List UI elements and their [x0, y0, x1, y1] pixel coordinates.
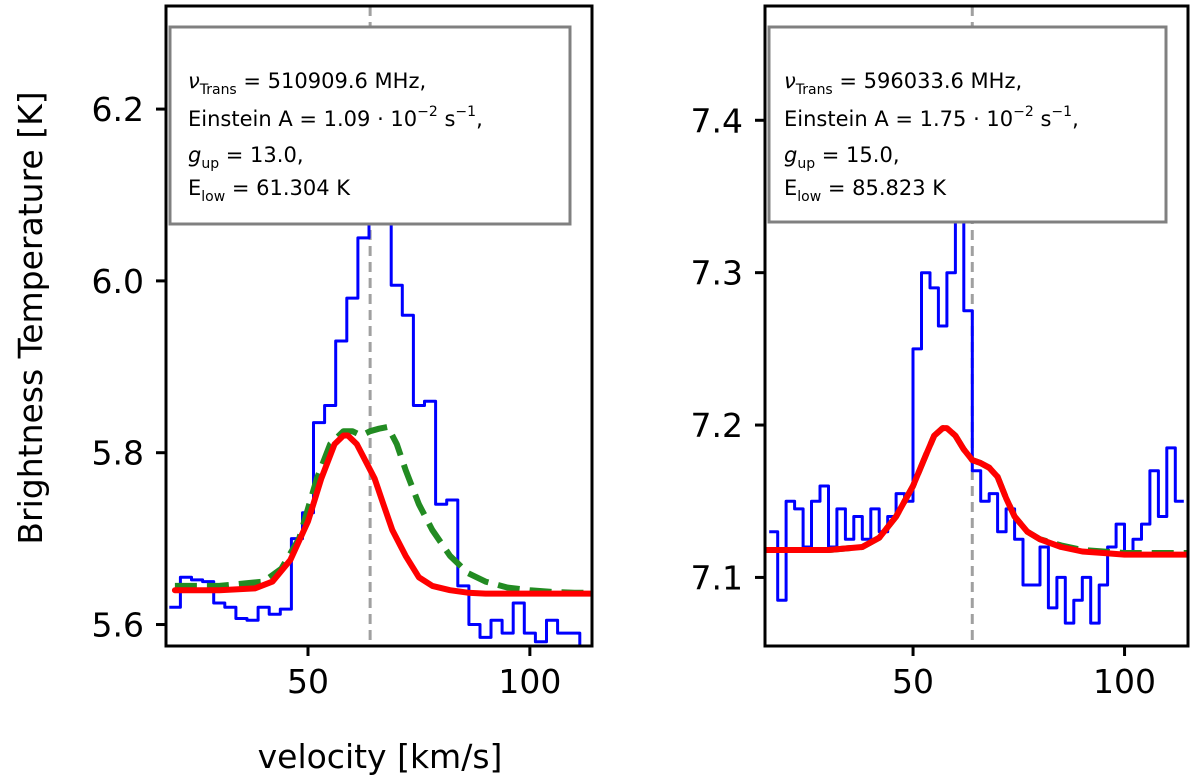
- spectrum-panel-left: 50 100 5.6 5.8 6.0 6.2 νTrans = 510909.6 MHz,…: [92, 4, 594, 701]
- y-tick-label: 5.6: [92, 606, 144, 645]
- annotation-frequency: νTrans = 596033.6 MHz,: [784, 69, 1022, 98]
- annotation-einstein-a: Einstein A = 1.75 · 10−2 s−1,: [784, 104, 1079, 131]
- g-up-value: = 13.0,: [219, 143, 303, 167]
- unit-exponent: −1: [1051, 104, 1072, 120]
- series-model-b: [171, 432, 592, 597]
- e-low-value: = 85.823 K: [821, 176, 947, 200]
- nu-symbol: ν: [188, 69, 200, 93]
- x-tick-label: 50: [892, 662, 934, 701]
- x-tick-label: 50: [287, 662, 329, 701]
- transition-info-box: νTrans = 510909.6 MHz, Einstein A = 1.09…: [168, 25, 572, 226]
- y-tick-label: 7.3: [691, 254, 743, 293]
- x-tick-label: 100: [1093, 662, 1156, 701]
- unit: s: [438, 107, 456, 131]
- series-observed: [769, 217, 1184, 625]
- series-observed: [169, 197, 582, 646]
- low-subscript: low: [201, 189, 225, 205]
- unit-exponent: −1: [455, 104, 476, 120]
- trans-subscript: Trans: [199, 82, 237, 98]
- g-symbol: g: [188, 143, 201, 167]
- y-tick-label: 7.2: [691, 406, 743, 445]
- nu-symbol: ν: [784, 69, 796, 93]
- y-axis-label: Brightness Temperature [K]: [11, 91, 50, 544]
- annotation-frame: [767, 25, 1168, 224]
- g-symbol: g: [784, 143, 797, 167]
- e-symbol: E: [188, 176, 201, 200]
- annotation-g-up: gup = 15.0,: [784, 143, 900, 172]
- exponent: −2: [1013, 104, 1034, 120]
- e-symbol: E: [784, 176, 797, 200]
- up-subscript: up: [797, 156, 815, 172]
- axes-frame: [164, 4, 594, 648]
- up-subscript: up: [201, 156, 219, 172]
- y-tick-label: 7.4: [691, 101, 743, 140]
- x-axis-label: velocity [km/s]: [258, 737, 503, 776]
- annotation-frequency: νTrans = 510909.6 MHz,: [188, 69, 426, 98]
- einstein-a-value: Einstein A = 1.09 · 10: [188, 107, 417, 131]
- comma: ,: [1072, 107, 1079, 131]
- unit: s: [1034, 107, 1052, 131]
- exponent: −2: [417, 104, 438, 120]
- e-low-value: = 61.304 K: [225, 176, 351, 200]
- annotation-g-up: gup = 13.0,: [188, 143, 304, 172]
- annotation-e-low: Elow = 61.304 K: [188, 176, 351, 205]
- low-subscript: low: [797, 189, 821, 205]
- transition-info-box: νTrans = 596033.6 MHz, Einstein A = 1.75…: [767, 25, 1168, 224]
- einstein-a-value: Einstein A = 1.75 · 10: [784, 107, 1013, 131]
- comma: ,: [476, 107, 483, 131]
- annotation-frame: [168, 25, 572, 226]
- y-tick-label: 6.2: [92, 90, 144, 129]
- frequency-value: = 510909.6 MHz,: [237, 69, 426, 93]
- series-model-b: [765, 425, 1188, 558]
- y-tick-label: 7.1: [691, 558, 743, 597]
- y-tick-label: 6.0: [92, 262, 144, 301]
- annotation-e-low: Elow = 85.823 K: [784, 176, 947, 205]
- spectrum-panel-right: 50 100 7.1 7.2 7.3 7.4 νTrans = 596033.6 MHz,…: [691, 4, 1190, 701]
- trans-subscript: Trans: [795, 82, 833, 98]
- x-tick-label: 100: [498, 662, 561, 701]
- g-up-value: = 15.0,: [815, 143, 899, 167]
- frequency-value: = 596033.6 MHz,: [833, 69, 1022, 93]
- annotation-einstein-a: Einstein A = 1.09 · 10−2 s−1,: [188, 104, 483, 131]
- axes-frame: [763, 4, 1190, 648]
- y-tick-label: 5.8: [92, 434, 144, 473]
